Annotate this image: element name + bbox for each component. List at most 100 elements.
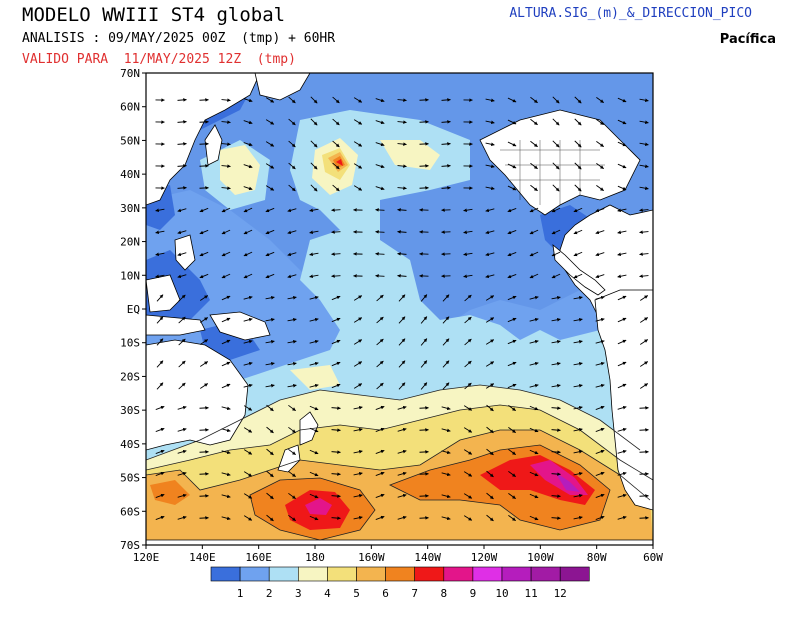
direction-arrow bbox=[617, 449, 627, 454]
direction-arrow bbox=[595, 449, 605, 454]
direction-arrow bbox=[551, 340, 561, 344]
direction-arrow bbox=[397, 164, 407, 168]
direction-arrow bbox=[398, 316, 406, 324]
direction-arrow bbox=[507, 339, 517, 345]
direction-arrow bbox=[331, 428, 341, 432]
direction-arrow bbox=[288, 470, 296, 478]
direction-arrow bbox=[617, 515, 627, 520]
direction-arrow bbox=[243, 339, 253, 344]
direction-arrow bbox=[617, 185, 627, 191]
direction-arrow bbox=[639, 230, 649, 234]
legend-swatch bbox=[210, 566, 241, 582]
direction-arrow bbox=[288, 162, 296, 170]
direction-arrow bbox=[507, 229, 517, 235]
direction-arrow bbox=[265, 317, 275, 322]
lat-label-50s: 50S bbox=[120, 472, 140, 485]
legend-label-10: 10 bbox=[495, 587, 508, 600]
direction-arrow bbox=[155, 252, 165, 257]
direction-arrow bbox=[200, 383, 209, 389]
direction-arrow bbox=[551, 362, 561, 366]
direction-arrow bbox=[178, 316, 186, 324]
direction-arrow bbox=[420, 294, 428, 302]
direction-arrow bbox=[287, 208, 297, 213]
direction-arrow bbox=[397, 427, 407, 432]
lat-label-50n: 50N bbox=[120, 134, 140, 147]
direction-arrow bbox=[155, 274, 165, 279]
direction-arrow bbox=[265, 383, 275, 388]
direction-arrow bbox=[397, 449, 407, 454]
direction-arrow bbox=[398, 382, 406, 390]
direction-arrow bbox=[375, 98, 385, 103]
direction-arrow bbox=[596, 140, 604, 148]
direction-arrow bbox=[595, 252, 605, 257]
direction-arrow bbox=[551, 516, 561, 520]
legend-label-5: 5 bbox=[353, 587, 360, 600]
direction-arrow bbox=[287, 340, 297, 344]
direction-arrow bbox=[265, 97, 275, 103]
direction-arrow bbox=[551, 273, 561, 279]
direction-arrow bbox=[573, 229, 583, 235]
direction-arrow bbox=[397, 208, 407, 212]
direction-arrow bbox=[221, 339, 231, 345]
direction-arrow bbox=[287, 230, 297, 235]
direction-arrow bbox=[288, 448, 296, 456]
direction-arrow bbox=[177, 252, 187, 257]
direction-arrow bbox=[507, 97, 517, 103]
direction-arrow bbox=[265, 119, 275, 125]
direction-arrow bbox=[486, 470, 494, 478]
direction-arrow bbox=[507, 251, 517, 257]
direction-arrow bbox=[265, 207, 275, 213]
direction-arrow bbox=[309, 361, 319, 366]
direction-arrow bbox=[375, 208, 385, 212]
direction-arrow bbox=[507, 383, 517, 389]
direction-arrow bbox=[551, 207, 561, 213]
direction-arrow bbox=[529, 427, 539, 433]
direction-arrow bbox=[441, 472, 451, 477]
direction-arrow bbox=[243, 142, 253, 147]
direction-arrow bbox=[177, 120, 187, 124]
direction-arrow bbox=[397, 230, 407, 234]
direction-arrow bbox=[595, 383, 605, 388]
direction-arrow bbox=[617, 361, 627, 367]
legend-label-12: 12 bbox=[554, 587, 567, 600]
direction-arrow bbox=[309, 230, 319, 234]
direction-arrow bbox=[551, 406, 561, 410]
lat-label-20s: 20S bbox=[120, 370, 140, 383]
legend-label-8: 8 bbox=[440, 587, 447, 600]
direction-arrow bbox=[177, 405, 187, 410]
direction-arrow bbox=[617, 317, 627, 323]
direction-arrow bbox=[639, 186, 649, 190]
longitude-axis: 120E 140E 160E 180 160W 140W 120W 100W 80W 60W bbox=[133, 545, 663, 564]
direction-arrow bbox=[463, 208, 473, 212]
direction-arrow bbox=[617, 119, 627, 125]
direction-arrow bbox=[441, 120, 451, 124]
direction-arrow bbox=[221, 251, 231, 257]
direction-arrow bbox=[309, 274, 319, 278]
direction-arrow bbox=[529, 339, 539, 344]
direction-arrow bbox=[595, 493, 605, 498]
direction-arrow bbox=[310, 140, 318, 148]
direction-arrow bbox=[309, 405, 319, 411]
direction-arrow bbox=[463, 230, 473, 234]
direction-arrow bbox=[310, 96, 318, 104]
direction-arrow bbox=[332, 118, 340, 126]
direction-arrow bbox=[463, 515, 473, 521]
direction-arrow bbox=[199, 229, 209, 235]
direction-arrow bbox=[639, 120, 649, 124]
direction-arrow bbox=[639, 339, 649, 345]
direction-arrow bbox=[485, 230, 495, 235]
direction-arrow bbox=[529, 471, 539, 477]
legend-label-11: 11 bbox=[524, 587, 537, 600]
direction-arrow bbox=[617, 427, 627, 432]
direction-arrow bbox=[573, 317, 583, 322]
direction-arrow bbox=[397, 142, 407, 146]
direction-arrow bbox=[420, 360, 428, 368]
direction-arrow bbox=[221, 273, 231, 279]
direction-arrow bbox=[310, 162, 318, 170]
legend-label-9: 9 bbox=[470, 587, 477, 600]
direction-arrow bbox=[331, 230, 341, 234]
direction-arrow bbox=[375, 164, 385, 169]
lat-label-70s: 70S bbox=[120, 539, 140, 552]
direction-arrow bbox=[529, 273, 539, 279]
direction-arrow bbox=[353, 97, 363, 103]
